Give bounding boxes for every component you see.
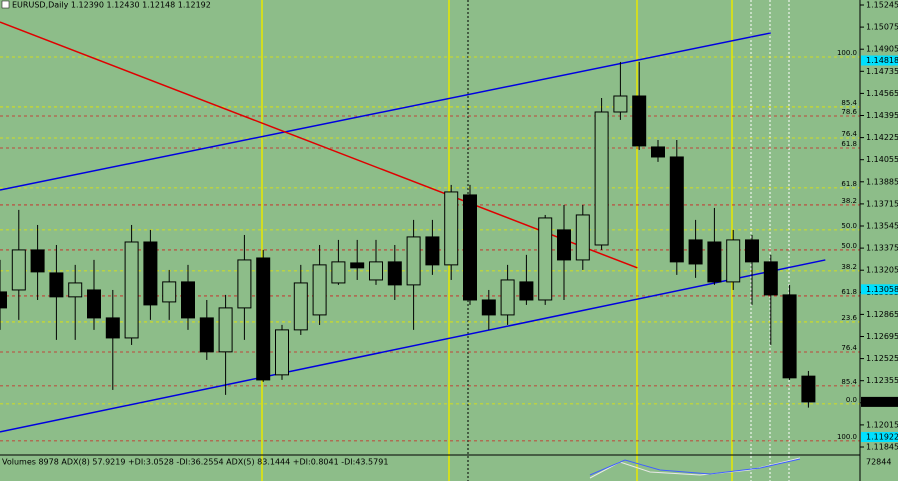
candle-body bbox=[745, 239, 759, 263]
candle-body bbox=[519, 281, 534, 301]
candle-body bbox=[312, 264, 327, 316]
vertical-markers bbox=[261, 0, 790, 481]
y-tick-label: 1.14735 bbox=[866, 67, 898, 76]
fib-label: 50.0 bbox=[841, 242, 857, 250]
y-tick-label: 1.13205 bbox=[866, 266, 898, 275]
fib-label: 38.2 bbox=[841, 197, 857, 205]
price-mark-label: 1.14818 bbox=[866, 56, 898, 65]
y-tick-label: 1.13885 bbox=[866, 177, 898, 186]
fib-label: 85.4 bbox=[841, 99, 857, 107]
y-tick-label: 1.14395 bbox=[866, 111, 898, 120]
candle-body bbox=[425, 236, 440, 266]
candle-body bbox=[49, 272, 64, 298]
price-mark-label: 1.12192 bbox=[866, 397, 898, 406]
fib-label: 85.4 bbox=[841, 378, 857, 386]
price-mark-label: 1.13058 bbox=[866, 285, 898, 294]
y-tick-label: 1.13715 bbox=[866, 199, 898, 208]
candle-body bbox=[726, 239, 741, 283]
fib-label: 78.6 bbox=[841, 108, 857, 116]
candle-body bbox=[500, 279, 515, 316]
candle-body bbox=[350, 262, 365, 269]
price-mark bbox=[861, 431, 898, 442]
candle-body bbox=[124, 241, 139, 339]
y-tick-label: 1.15075 bbox=[866, 23, 898, 32]
candle-body bbox=[331, 261, 346, 284]
indicator-value: 72844 bbox=[866, 458, 891, 467]
fib-label: 38.2 bbox=[841, 263, 857, 271]
candle-body bbox=[11, 249, 26, 291]
chart-title: EURUSD,Daily 1.12390 1.12430 1.12148 1.1… bbox=[12, 1, 211, 10]
candle-body bbox=[801, 375, 816, 403]
y-tick-label: 1.13375 bbox=[866, 244, 898, 253]
y-tick-label: 1.12695 bbox=[866, 332, 898, 341]
fib-label: 76.4 bbox=[841, 344, 857, 352]
candle-body bbox=[538, 217, 553, 301]
symbol-icon bbox=[1, 0, 10, 9]
fib-label: 61.8 bbox=[841, 140, 857, 148]
fib-label: 0.0 bbox=[846, 396, 857, 404]
candle-body bbox=[237, 259, 252, 309]
fib-label: 76.4 bbox=[841, 130, 857, 138]
candle-body bbox=[444, 191, 459, 266]
price-mark bbox=[861, 396, 898, 407]
y-tick-label: 1.14565 bbox=[866, 89, 898, 98]
fib-label: 100.0 bbox=[837, 433, 857, 441]
candle-body bbox=[613, 95, 628, 113]
y-tick-label: 1.12525 bbox=[866, 354, 898, 363]
candle-body bbox=[87, 289, 101, 319]
price-mark bbox=[861, 55, 898, 66]
candle-body bbox=[105, 317, 120, 339]
candle-body bbox=[387, 261, 402, 286]
trendline bbox=[0, 259, 826, 433]
plot-area bbox=[0, 21, 860, 442]
candle-body bbox=[557, 229, 571, 261]
candle-body bbox=[688, 239, 703, 265]
candle-body bbox=[162, 281, 177, 303]
candle-body bbox=[369, 261, 383, 281]
y-tick-label: 1.14225 bbox=[866, 133, 898, 142]
candle-body bbox=[594, 111, 609, 246]
candle-body bbox=[575, 214, 590, 261]
fib-label: 23.6 bbox=[841, 314, 857, 322]
candle-body bbox=[181, 281, 195, 319]
price-mark-label: 1.11922 bbox=[866, 432, 898, 441]
fib-label: 100.0 bbox=[837, 49, 857, 57]
candle-body bbox=[632, 95, 647, 147]
indicator-text: Volumes 8978 ADX(8) 57.9219 +DI:3.0528 -… bbox=[2, 458, 388, 467]
trendline bbox=[0, 21, 638, 269]
candle-body bbox=[256, 257, 271, 381]
candle-body bbox=[293, 282, 308, 331]
fib-label: 61.8 bbox=[841, 288, 857, 296]
candle-body bbox=[275, 329, 289, 376]
fib-label: 50.0 bbox=[841, 222, 857, 230]
candle-body bbox=[143, 241, 158, 306]
candle-body bbox=[669, 156, 684, 263]
y-tick-label: 1.12865 bbox=[866, 310, 898, 319]
indicator-line bbox=[589, 458, 801, 476]
candle-body bbox=[199, 317, 214, 353]
candle-body bbox=[218, 307, 233, 353]
candle-body bbox=[481, 299, 496, 316]
candle-body bbox=[707, 241, 722, 283]
y-tick-label: 1.12015 bbox=[866, 420, 898, 429]
candle-body bbox=[651, 146, 665, 158]
y-tick-label: 1.13545 bbox=[866, 222, 898, 231]
y-tick-label: 1.15245 bbox=[866, 1, 898, 10]
candle-body bbox=[0, 291, 7, 309]
candle-body bbox=[463, 194, 477, 301]
candle-body bbox=[763, 261, 778, 296]
candle-body bbox=[782, 294, 797, 379]
fib-label: 61.8 bbox=[841, 180, 857, 188]
trendline bbox=[0, 32, 771, 191]
candle-body bbox=[30, 249, 45, 273]
price-mark bbox=[861, 284, 898, 295]
y-tick-label: 1.14055 bbox=[866, 155, 898, 164]
candle-body bbox=[68, 282, 83, 298]
y-tick-label: 1.12355 bbox=[866, 376, 898, 385]
y-tick-label: 1.11845 bbox=[866, 443, 898, 452]
candle-body bbox=[406, 236, 421, 286]
y-tick-label: 1.14905 bbox=[866, 45, 898, 54]
